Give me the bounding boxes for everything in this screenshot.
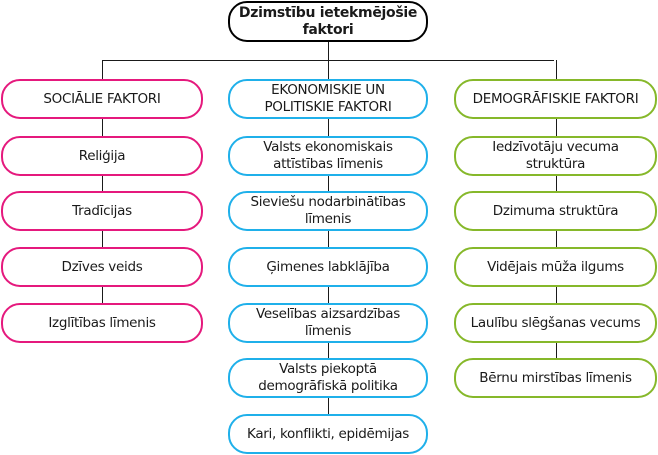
connector-vertical xyxy=(328,60,329,414)
factor-node: Izglītības līmenis xyxy=(1,303,203,343)
factor-node: Valsts piekoptā demogrāfiskā politika xyxy=(228,358,428,398)
factor-node: Vidējais mūža ilgums xyxy=(454,247,657,287)
factor-node: Veselības aizsardzības līmenis xyxy=(228,303,428,343)
factor-node: Kari, konflikti, epidēmijas xyxy=(228,414,428,454)
factor-node: Iedzīvotāju vecuma struktūra xyxy=(454,136,657,176)
root-node: Dzimstību ietekmējošie faktori xyxy=(228,1,428,42)
factor-node: Laulību slēgšanas vecums xyxy=(454,303,657,343)
factor-node: Tradīcijas xyxy=(1,191,203,231)
factor-node: Dzīves veids xyxy=(1,247,203,287)
category-header: SOCIĀLIE FAKTORI xyxy=(1,79,203,119)
category-header: DEMOGRĀFISKIE FAKTORI xyxy=(454,79,657,119)
factor-node: Ģimenes labklājība xyxy=(228,247,428,287)
category-header: EKONOMISKIE UN POLITISKIE FAKTORI xyxy=(228,79,428,119)
connector-vertical xyxy=(102,60,103,303)
factor-node: Dzimuma struktūra xyxy=(454,191,657,231)
factor-node: Valsts ekonomiskais attīstības līmenis xyxy=(228,136,428,176)
factor-node: Sieviešu nodarbinātības līmenis xyxy=(228,191,428,231)
connector-root xyxy=(328,42,329,60)
factor-node: Bērnu mirstības līmenis xyxy=(454,358,657,398)
factor-node: Reliģija xyxy=(1,136,203,176)
